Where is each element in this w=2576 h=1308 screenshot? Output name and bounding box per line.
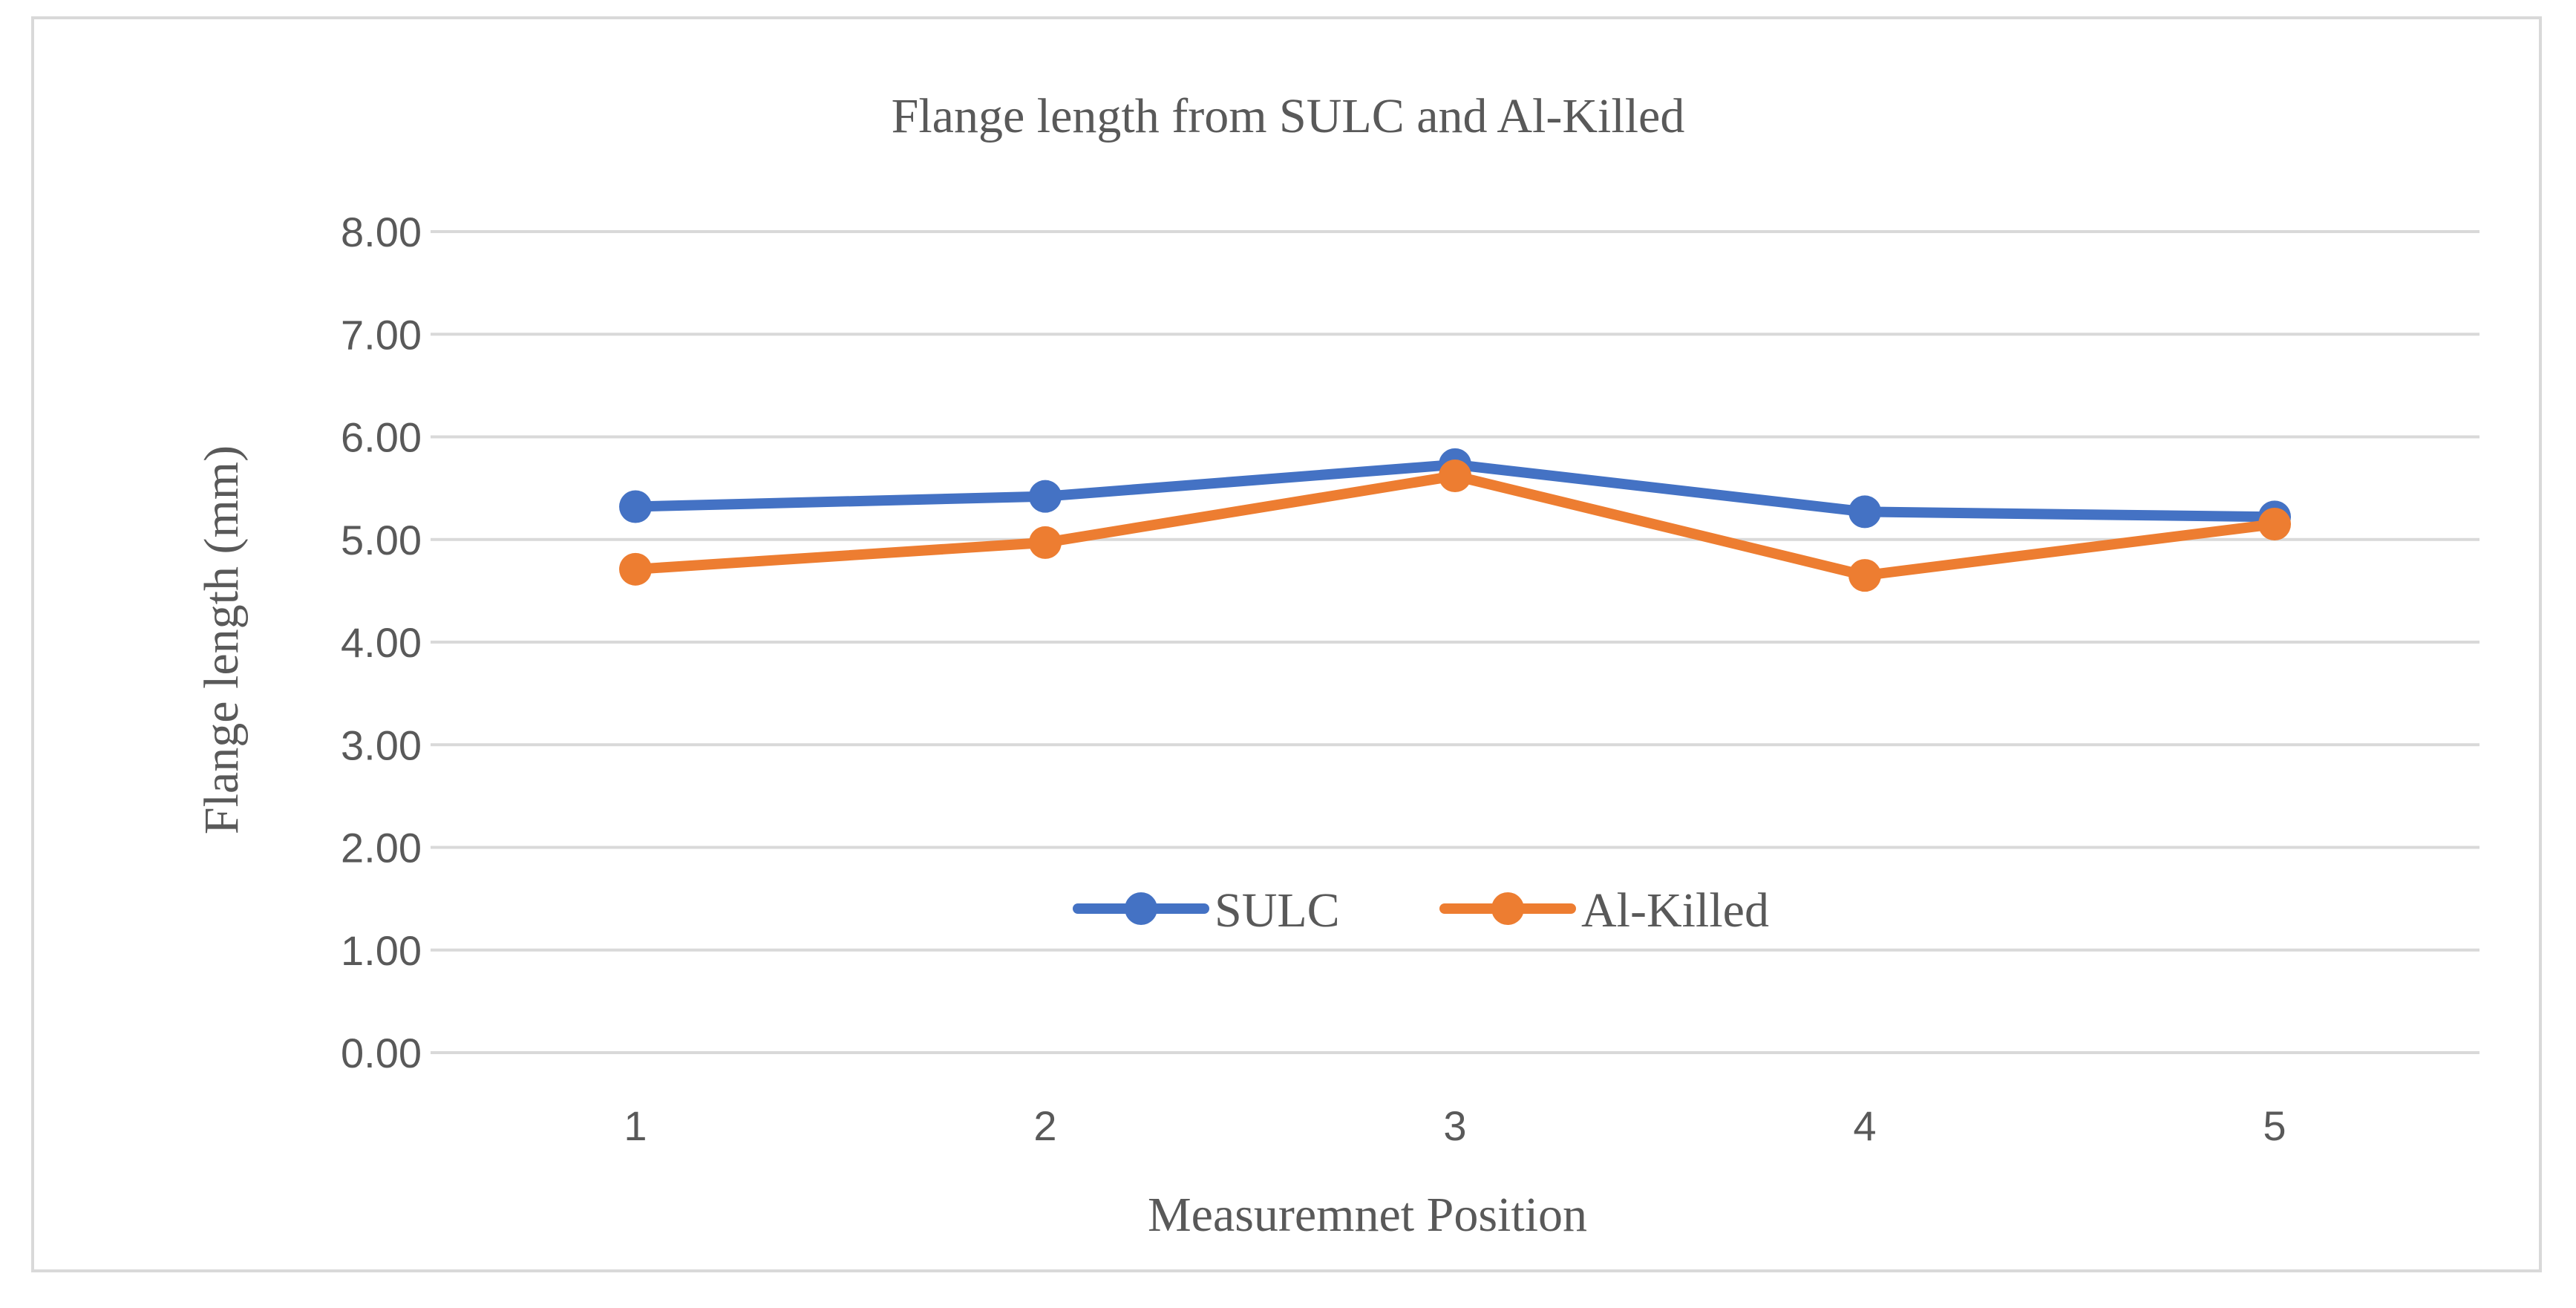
chart-frame: [31, 16, 2542, 1272]
data-point: [2258, 508, 2291, 541]
x-tick-label: 2: [1033, 1102, 1056, 1149]
y-tick-label: 8.00: [341, 209, 422, 255]
legend: SULC Al-Killed: [1073, 883, 1769, 938]
x-tick-label: 3: [1443, 1102, 1466, 1149]
legend-label: SULC: [1215, 883, 1340, 938]
data-point: [619, 490, 652, 523]
legend-swatch-marker: [1125, 892, 1157, 925]
y-tick-label: 5.00: [341, 517, 422, 563]
data-point: [1029, 526, 1062, 559]
y-tick-label: 4.00: [341, 619, 422, 666]
x-axis-ticks: 1 2 3 4 5: [624, 1102, 2286, 1149]
y-axis-title: Flange length (mm): [194, 445, 249, 834]
legend-item: Al-Killed: [1439, 883, 1769, 938]
y-tick-label: 0.00: [341, 1030, 422, 1076]
series-al-killed: [619, 460, 2291, 592]
legend-item: SULC: [1073, 883, 1340, 938]
x-axis-title: Measuremnet Position: [1148, 1188, 1587, 1242]
x-tick-label: 4: [1853, 1102, 1876, 1149]
legend-label: Al-Killed: [1581, 883, 1769, 938]
legend-swatch-marker: [1491, 892, 1524, 925]
data-point: [1439, 460, 1471, 493]
x-tick-label: 1: [624, 1102, 647, 1149]
data-point: [1848, 559, 1881, 592]
y-tick-label: 3.00: [341, 722, 422, 768]
data-point: [619, 552, 652, 586]
y-axis-ticks: 0.00 1.00 2.00 3.00 4.00 5.00 6.00 7.00 8.00: [341, 209, 422, 1076]
y-tick-label: 6.00: [341, 414, 422, 461]
chart-title: Flange length from SULC and Al-Killed: [892, 89, 1685, 143]
y-tick-label: 7.00: [341, 311, 422, 358]
y-tick-label: 2.00: [341, 825, 422, 872]
data-point: [1848, 495, 1881, 529]
series-layer: [619, 448, 2291, 592]
x-tick-label: 5: [2263, 1102, 2286, 1149]
gridlines: [431, 230, 2479, 1054]
y-tick-label: 1.00: [341, 927, 422, 974]
data-point: [1029, 480, 1062, 513]
